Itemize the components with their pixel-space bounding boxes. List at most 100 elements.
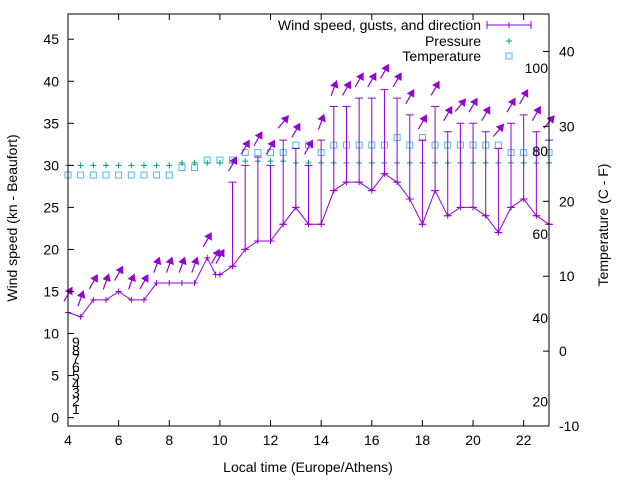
wind-direction-head — [381, 63, 389, 73]
x-tick-label: 10 — [212, 432, 228, 448]
wind-speed-point — [166, 280, 173, 287]
wind-direction-head — [394, 72, 402, 81]
beaufort-label: 9 — [72, 334, 80, 350]
wind-direction-head — [216, 248, 225, 258]
y-tick-label: 20 — [43, 241, 59, 257]
y2-tick-label: 20 — [559, 193, 575, 209]
wind-direction-arrow — [240, 139, 250, 155]
plot-frame — [67, 13, 550, 427]
x-tick-label: 22 — [516, 432, 532, 448]
x-tick-label: 16 — [364, 432, 380, 448]
y2-axis-label: Temperature (C - F) — [595, 164, 611, 287]
wind-direction-head — [470, 97, 478, 107]
x-tick-label: 4 — [64, 432, 72, 448]
wind-direction-head — [115, 265, 124, 275]
wind-speed-point — [102, 296, 109, 303]
wind-direction-head — [90, 274, 98, 283]
wind-direction-arrow — [468, 97, 478, 113]
x-tick-label: 6 — [115, 432, 123, 448]
wind-speed-point — [242, 246, 249, 253]
y-axis-label: Wind speed (kn - Beaufort) — [4, 134, 20, 301]
x-tick-label: 18 — [415, 432, 431, 448]
wind-direction-arrow — [341, 80, 352, 96]
wind-speed-point — [280, 221, 287, 228]
wind-direction-head — [419, 114, 427, 124]
wind-direction-arrow — [481, 105, 491, 121]
wind-direction-arrow — [202, 232, 212, 248]
wind-direction-head — [495, 123, 505, 133]
wind-direction-head — [229, 156, 238, 166]
wind-speed-line — [67, 173, 550, 318]
wind-direction-head — [305, 139, 314, 149]
gust-bar — [507, 122, 516, 208]
wind-direction-arrow — [153, 256, 162, 273]
wind-direction-arrow — [392, 72, 402, 88]
wind-direction-arrow — [317, 113, 326, 130]
wind-direction-arrow — [430, 80, 440, 96]
pressure-point — [140, 162, 147, 169]
wind-speed-point — [533, 212, 540, 219]
wind-speed-point — [77, 313, 84, 320]
beaufort-label: 2 — [72, 393, 80, 409]
wind-speed-point — [520, 195, 527, 202]
beaufort-label: 7 — [72, 351, 80, 367]
wind-direction-head — [368, 72, 377, 81]
temperature-point — [89, 171, 97, 179]
wind-direction-arrow — [531, 105, 541, 121]
wind-speed-point — [444, 212, 451, 219]
pressure-point — [242, 158, 249, 165]
wind-direction-arrow — [506, 97, 516, 113]
wind-speed-point — [140, 296, 147, 303]
pressure-point — [153, 162, 160, 169]
y-tick-label: 15 — [43, 283, 59, 299]
temperature-point — [115, 171, 123, 179]
wind-direction-head — [343, 80, 352, 90]
wind-speed-point — [115, 288, 122, 295]
wind-direction-head — [507, 97, 516, 107]
wind-direction-head — [178, 256, 187, 266]
wind-direction-arrow — [291, 122, 301, 138]
wind-speed-point — [178, 280, 185, 287]
wind-speed-point — [216, 271, 223, 278]
x-tick-label: 20 — [465, 432, 481, 448]
legend-sample-pressure — [506, 38, 512, 44]
wind-speed-point — [406, 195, 413, 202]
y-tick-label: 0 — [51, 410, 59, 426]
wind-speed-point — [432, 187, 439, 194]
wind-direction-head — [444, 105, 453, 115]
wind-direction-arrow — [102, 273, 111, 290]
wind-direction-arrow — [519, 89, 529, 105]
wind-speed-point — [128, 296, 135, 303]
wind-speed-point — [204, 254, 211, 261]
wind-direction-head — [77, 290, 86, 299]
wind-speed-point — [305, 221, 312, 228]
y-tick-label: 30 — [43, 157, 59, 173]
wind-direction-arrow — [454, 98, 467, 112]
wind-speed-point — [318, 221, 325, 228]
gust-bar — [469, 122, 478, 208]
wind-direction-arrow — [303, 139, 314, 155]
wind-direction-arrow — [405, 89, 415, 105]
x-tick-label: 8 — [165, 432, 173, 448]
wind-direction-arrow — [354, 72, 364, 88]
pressure-point — [216, 159, 223, 166]
beaufort-label: 4 — [72, 376, 80, 392]
gust-bar — [456, 122, 465, 208]
pressure-point — [305, 159, 312, 166]
pressure-point — [115, 162, 122, 169]
wind-direction-head — [520, 89, 529, 98]
wind-direction-head — [317, 113, 326, 123]
wind-direction-arrow — [253, 131, 263, 147]
wind-direction-arrow — [277, 115, 289, 129]
fahrenheit-label: 20 — [532, 393, 548, 409]
gust-bar — [494, 148, 503, 234]
wind-direction-head — [165, 256, 174, 266]
wind-direction-head — [102, 273, 111, 282]
beaufort-label: 1 — [72, 401, 80, 417]
y-tick-label: 35 — [43, 115, 59, 131]
temperature-point — [77, 171, 85, 179]
wind-speed-point — [457, 204, 464, 211]
y2-tick-label: 0 — [559, 343, 567, 359]
wind-speed-point — [229, 263, 236, 270]
y-tick-label: 5 — [51, 368, 59, 384]
